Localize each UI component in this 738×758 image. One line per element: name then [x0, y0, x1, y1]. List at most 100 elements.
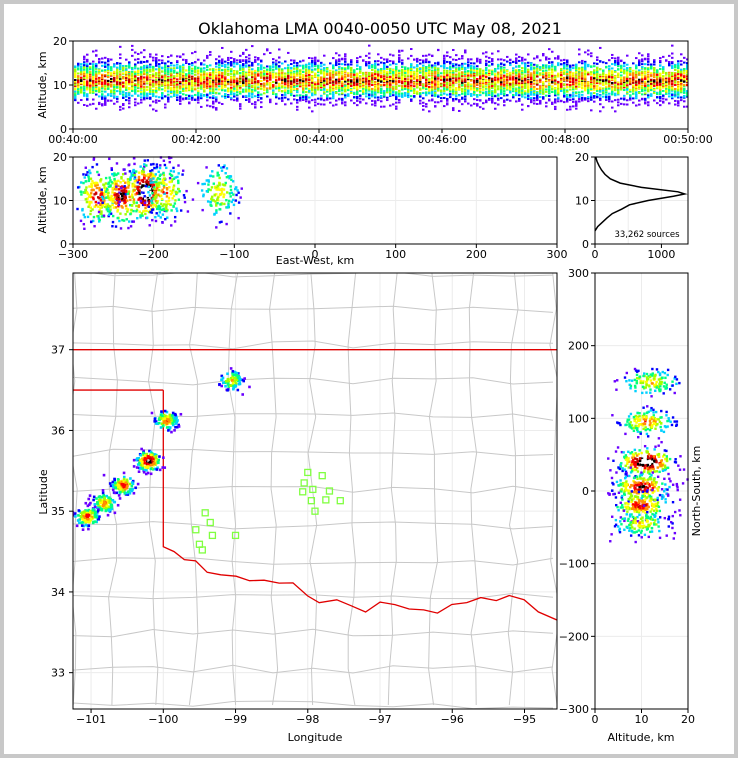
source-mark: [368, 61, 371, 64]
source-mark: [239, 54, 242, 57]
source-mark: [410, 100, 413, 103]
source-mark: [425, 103, 428, 106]
source-mark: [431, 66, 434, 69]
source-mark: [197, 69, 200, 72]
source-mark: [302, 96, 305, 99]
source-mark: [179, 86, 182, 89]
source-mark: [194, 84, 197, 87]
source-mark: [155, 82, 158, 85]
source-mark: [470, 72, 473, 75]
source-mark: [458, 84, 461, 87]
source-mark: [122, 91, 125, 94]
source-mark: [80, 73, 83, 76]
source-mark: [221, 69, 224, 72]
source-mark: [464, 100, 467, 103]
source-mark: [485, 74, 488, 77]
source-mark: [104, 74, 107, 77]
source-mark: [278, 70, 281, 73]
source-mark: [467, 61, 470, 64]
source-mark: [179, 80, 182, 83]
source-mark: [434, 80, 437, 83]
source-mark: [257, 72, 260, 75]
source-mark: [188, 72, 191, 75]
source-mark: [443, 71, 446, 74]
source-mark: [272, 91, 275, 94]
source-mark: [287, 64, 290, 67]
source-mark: [311, 57, 314, 60]
source-mark: [461, 84, 464, 87]
source-mark: [134, 58, 137, 61]
source-mark: [392, 54, 395, 57]
source-mark: [338, 70, 341, 73]
source-mark: [314, 68, 317, 71]
source-mark: [179, 90, 182, 93]
source-mark: [434, 105, 437, 108]
source-mark: [446, 97, 449, 100]
source-mark: [269, 67, 272, 70]
source-mark: [251, 96, 254, 99]
source-mark: [281, 94, 284, 97]
source-mark: [224, 68, 227, 71]
source-mark: [92, 50, 95, 53]
source-mark: [374, 64, 377, 67]
source-mark: [269, 72, 272, 75]
source-mark: [146, 85, 149, 88]
source-mark: [131, 79, 134, 82]
source-mark: [422, 101, 425, 104]
source-mark: [371, 83, 374, 86]
source-mark: [122, 83, 125, 86]
source-mark: [176, 71, 179, 74]
source-mark: [305, 68, 308, 71]
source-mark: [143, 85, 146, 88]
source-mark: [137, 86, 140, 89]
source-mark: [77, 76, 80, 79]
source-mark: [410, 48, 413, 51]
source-mark: [383, 66, 386, 69]
source-mark: [137, 58, 140, 61]
source-mark: [194, 88, 197, 91]
source-mark: [383, 75, 386, 78]
source-mark: [95, 86, 98, 89]
source-mark: [131, 70, 134, 73]
source-mark: [83, 55, 86, 58]
source-mark: [149, 81, 152, 84]
source-mark: [431, 70, 434, 73]
source-mark: [326, 83, 329, 86]
source-mark: [221, 75, 224, 78]
source-mark: [491, 97, 494, 100]
source-mark: [398, 98, 401, 101]
source-mark: [206, 93, 209, 96]
source-mark: [119, 88, 122, 91]
source-mark: [383, 78, 386, 81]
source-mark: [440, 90, 443, 93]
source-mark: [359, 89, 362, 92]
source-mark: [407, 91, 410, 94]
source-mark: [239, 75, 242, 78]
source-mark: [491, 69, 494, 72]
source-mark: [485, 83, 488, 86]
source-mark: [461, 81, 464, 84]
source-mark: [248, 73, 251, 76]
source-mark: [269, 76, 272, 79]
source-mark: [503, 100, 506, 103]
source-mark: [509, 62, 512, 65]
source-mark: [215, 78, 218, 81]
source-mark: [392, 75, 395, 78]
source-mark: [149, 76, 152, 79]
source-mark: [206, 99, 209, 102]
source-mark: [356, 85, 359, 88]
source-mark: [413, 81, 416, 84]
source-mark: [461, 65, 464, 68]
source-mark: [203, 71, 206, 74]
source-mark: [335, 62, 338, 65]
source-mark: [269, 101, 272, 104]
source-mark: [110, 99, 113, 102]
source-mark: [203, 67, 206, 70]
source-mark: [365, 54, 368, 57]
source-mark: [368, 62, 371, 65]
source-mark: [143, 65, 146, 68]
source-mark: [503, 66, 506, 69]
source-mark: [191, 80, 194, 83]
source-mark: [200, 63, 203, 66]
source-mark: [482, 91, 485, 94]
